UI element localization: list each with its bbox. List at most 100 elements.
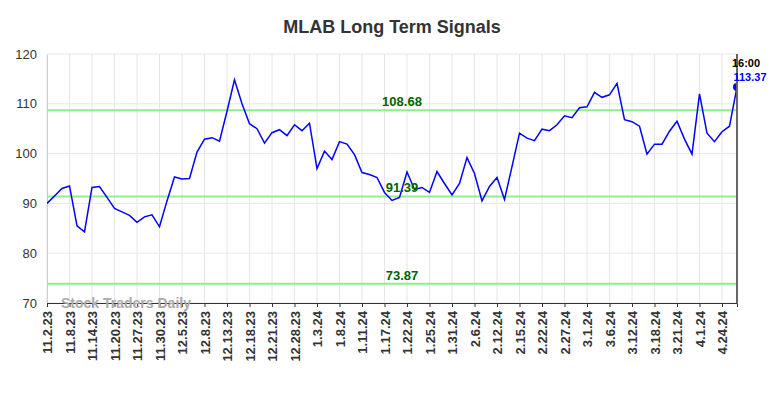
grid-line-y	[47, 153, 737, 154]
x-tick-label: 11.27.23	[130, 311, 145, 361]
grid-line-x	[407, 54, 408, 303]
x-tick-mark	[227, 303, 228, 307]
grid-line-x	[632, 54, 633, 303]
grid-line-x	[362, 54, 363, 303]
x-tick-label: 4.24.24	[715, 310, 730, 354]
x-tick-mark	[722, 303, 723, 307]
x-tick-mark	[272, 303, 273, 307]
x-tick-label: 12.18.23	[243, 311, 258, 362]
x-tick-mark	[587, 303, 588, 307]
grid-line-y	[47, 253, 737, 254]
x-tick: 12.21.23	[265, 303, 280, 362]
grid-line-x	[564, 54, 565, 303]
x-tick-label: 3.1.24	[580, 310, 595, 347]
x-tick-label: 2.12.24	[490, 310, 505, 354]
price-line	[47, 80, 737, 232]
x-tick: 3.12.24	[625, 303, 640, 354]
x-tick-mark	[317, 303, 318, 307]
x-tick: 4.24.24	[715, 303, 730, 354]
x-tick-label: 11.14.23	[85, 311, 100, 361]
y-tick: 70	[23, 296, 47, 311]
x-tick-mark	[407, 303, 408, 307]
grid-line-x	[249, 54, 250, 303]
x-tick: 2.15.24	[513, 303, 528, 354]
y-tick: 110	[16, 96, 47, 111]
x-tick: 3.1.24	[580, 303, 595, 347]
x-tick-mark	[677, 303, 678, 307]
y-tick-label: 80	[23, 246, 37, 261]
x-tick: 11.14.23	[85, 303, 100, 361]
grid-line-x	[47, 54, 48, 303]
x-tick: 2.12.24	[490, 303, 505, 354]
x-tick-mark	[205, 303, 206, 307]
last-value-label: 113.37	[733, 71, 766, 83]
x-tick: 2.22.24	[535, 303, 550, 354]
x-tick-label: 1.8.24	[333, 310, 348, 347]
x-tick-label: 1.11.24	[355, 310, 370, 353]
x-tick: 4.1.24	[693, 303, 708, 347]
grid-line-x	[204, 54, 205, 303]
watermark: Stock Traders Daily	[61, 295, 191, 311]
y-tick-label: 100	[15, 146, 37, 161]
x-tick-label: 11.30.23	[153, 311, 168, 361]
y-tick: 120	[15, 47, 47, 62]
grid-line-x	[429, 54, 430, 303]
grid-line-y	[47, 54, 737, 55]
x-tick-mark	[250, 303, 251, 307]
x-tick-label: 1.31.24	[445, 310, 460, 354]
chart: MLAB Long Term Signals70809010011012011.…	[0, 0, 784, 398]
x-tick: 1.11.24	[355, 303, 370, 354]
grid-line-x	[294, 54, 295, 303]
y-tick: 100	[15, 146, 47, 161]
x-tick-mark	[340, 303, 341, 307]
signal-line	[47, 283, 737, 285]
x-tick-label: 3.12.24	[625, 310, 640, 354]
x-tick-mark	[385, 303, 386, 307]
y-axis-line	[47, 55, 48, 304]
x-axis: 11.2.2311.8.2311.14.2311.20.2311.27.2311…	[40, 303, 737, 362]
x-tick: 1.25.24	[423, 303, 438, 354]
x-tick-label: 2.6.24	[468, 310, 483, 347]
x-tick: 1.22.24	[400, 303, 415, 354]
x-tick: 1.8.24	[333, 303, 348, 347]
grid-line-x	[92, 54, 93, 303]
signal-label: 91.39	[386, 180, 419, 195]
x-tick-label: 2.22.24	[535, 310, 550, 354]
x-tick-mark	[475, 303, 476, 307]
signal-line	[47, 195, 737, 197]
grid-line-x	[722, 54, 723, 303]
x-tick-mark	[520, 303, 521, 307]
x-tick-label: 3.6.24	[603, 310, 618, 347]
x-tick-mark	[430, 303, 431, 307]
grid-line-x	[114, 54, 115, 303]
x-tick: 11.27.23	[130, 303, 145, 361]
grid-line-x	[339, 54, 340, 303]
x-tick-label: 1.22.24	[400, 310, 415, 354]
end-line	[736, 54, 738, 303]
x-tick: 11.2.23	[40, 303, 55, 354]
grid-line-x	[227, 54, 228, 303]
grid-line-y	[47, 203, 737, 204]
grid-line-x	[542, 54, 543, 303]
x-tick-label: 1.25.24	[423, 310, 438, 354]
x-tick-label: 1.17.24	[378, 310, 393, 354]
x-tick-mark	[632, 303, 633, 307]
x-tick-label: 12.21.23	[265, 311, 280, 362]
x-tick: 12.8.23	[198, 303, 213, 354]
x-tick: 12.18.23	[243, 303, 258, 362]
x-tick-label: 12.8.23	[198, 311, 213, 354]
x-tick: 1.31.24	[445, 303, 460, 354]
plot-area	[47, 80, 737, 284]
x-tick-label: 12.5.23	[175, 311, 190, 354]
y-tick-label: 90	[23, 196, 37, 211]
x-tick-mark	[565, 303, 566, 307]
x-tick-label: 2.15.24	[513, 310, 528, 354]
x-tick: 3.18.24	[648, 303, 663, 354]
x-tick-mark	[362, 303, 363, 307]
last-time-label: 16:00	[732, 57, 760, 69]
x-tick: 3.6.24	[603, 303, 618, 347]
x-tick: 2.6.24	[468, 303, 483, 347]
x-tick-label: 12.13.23	[220, 311, 235, 362]
x-tick-label: 12.28.23	[288, 311, 303, 362]
x-tick-label: 3.21.24	[670, 310, 685, 354]
